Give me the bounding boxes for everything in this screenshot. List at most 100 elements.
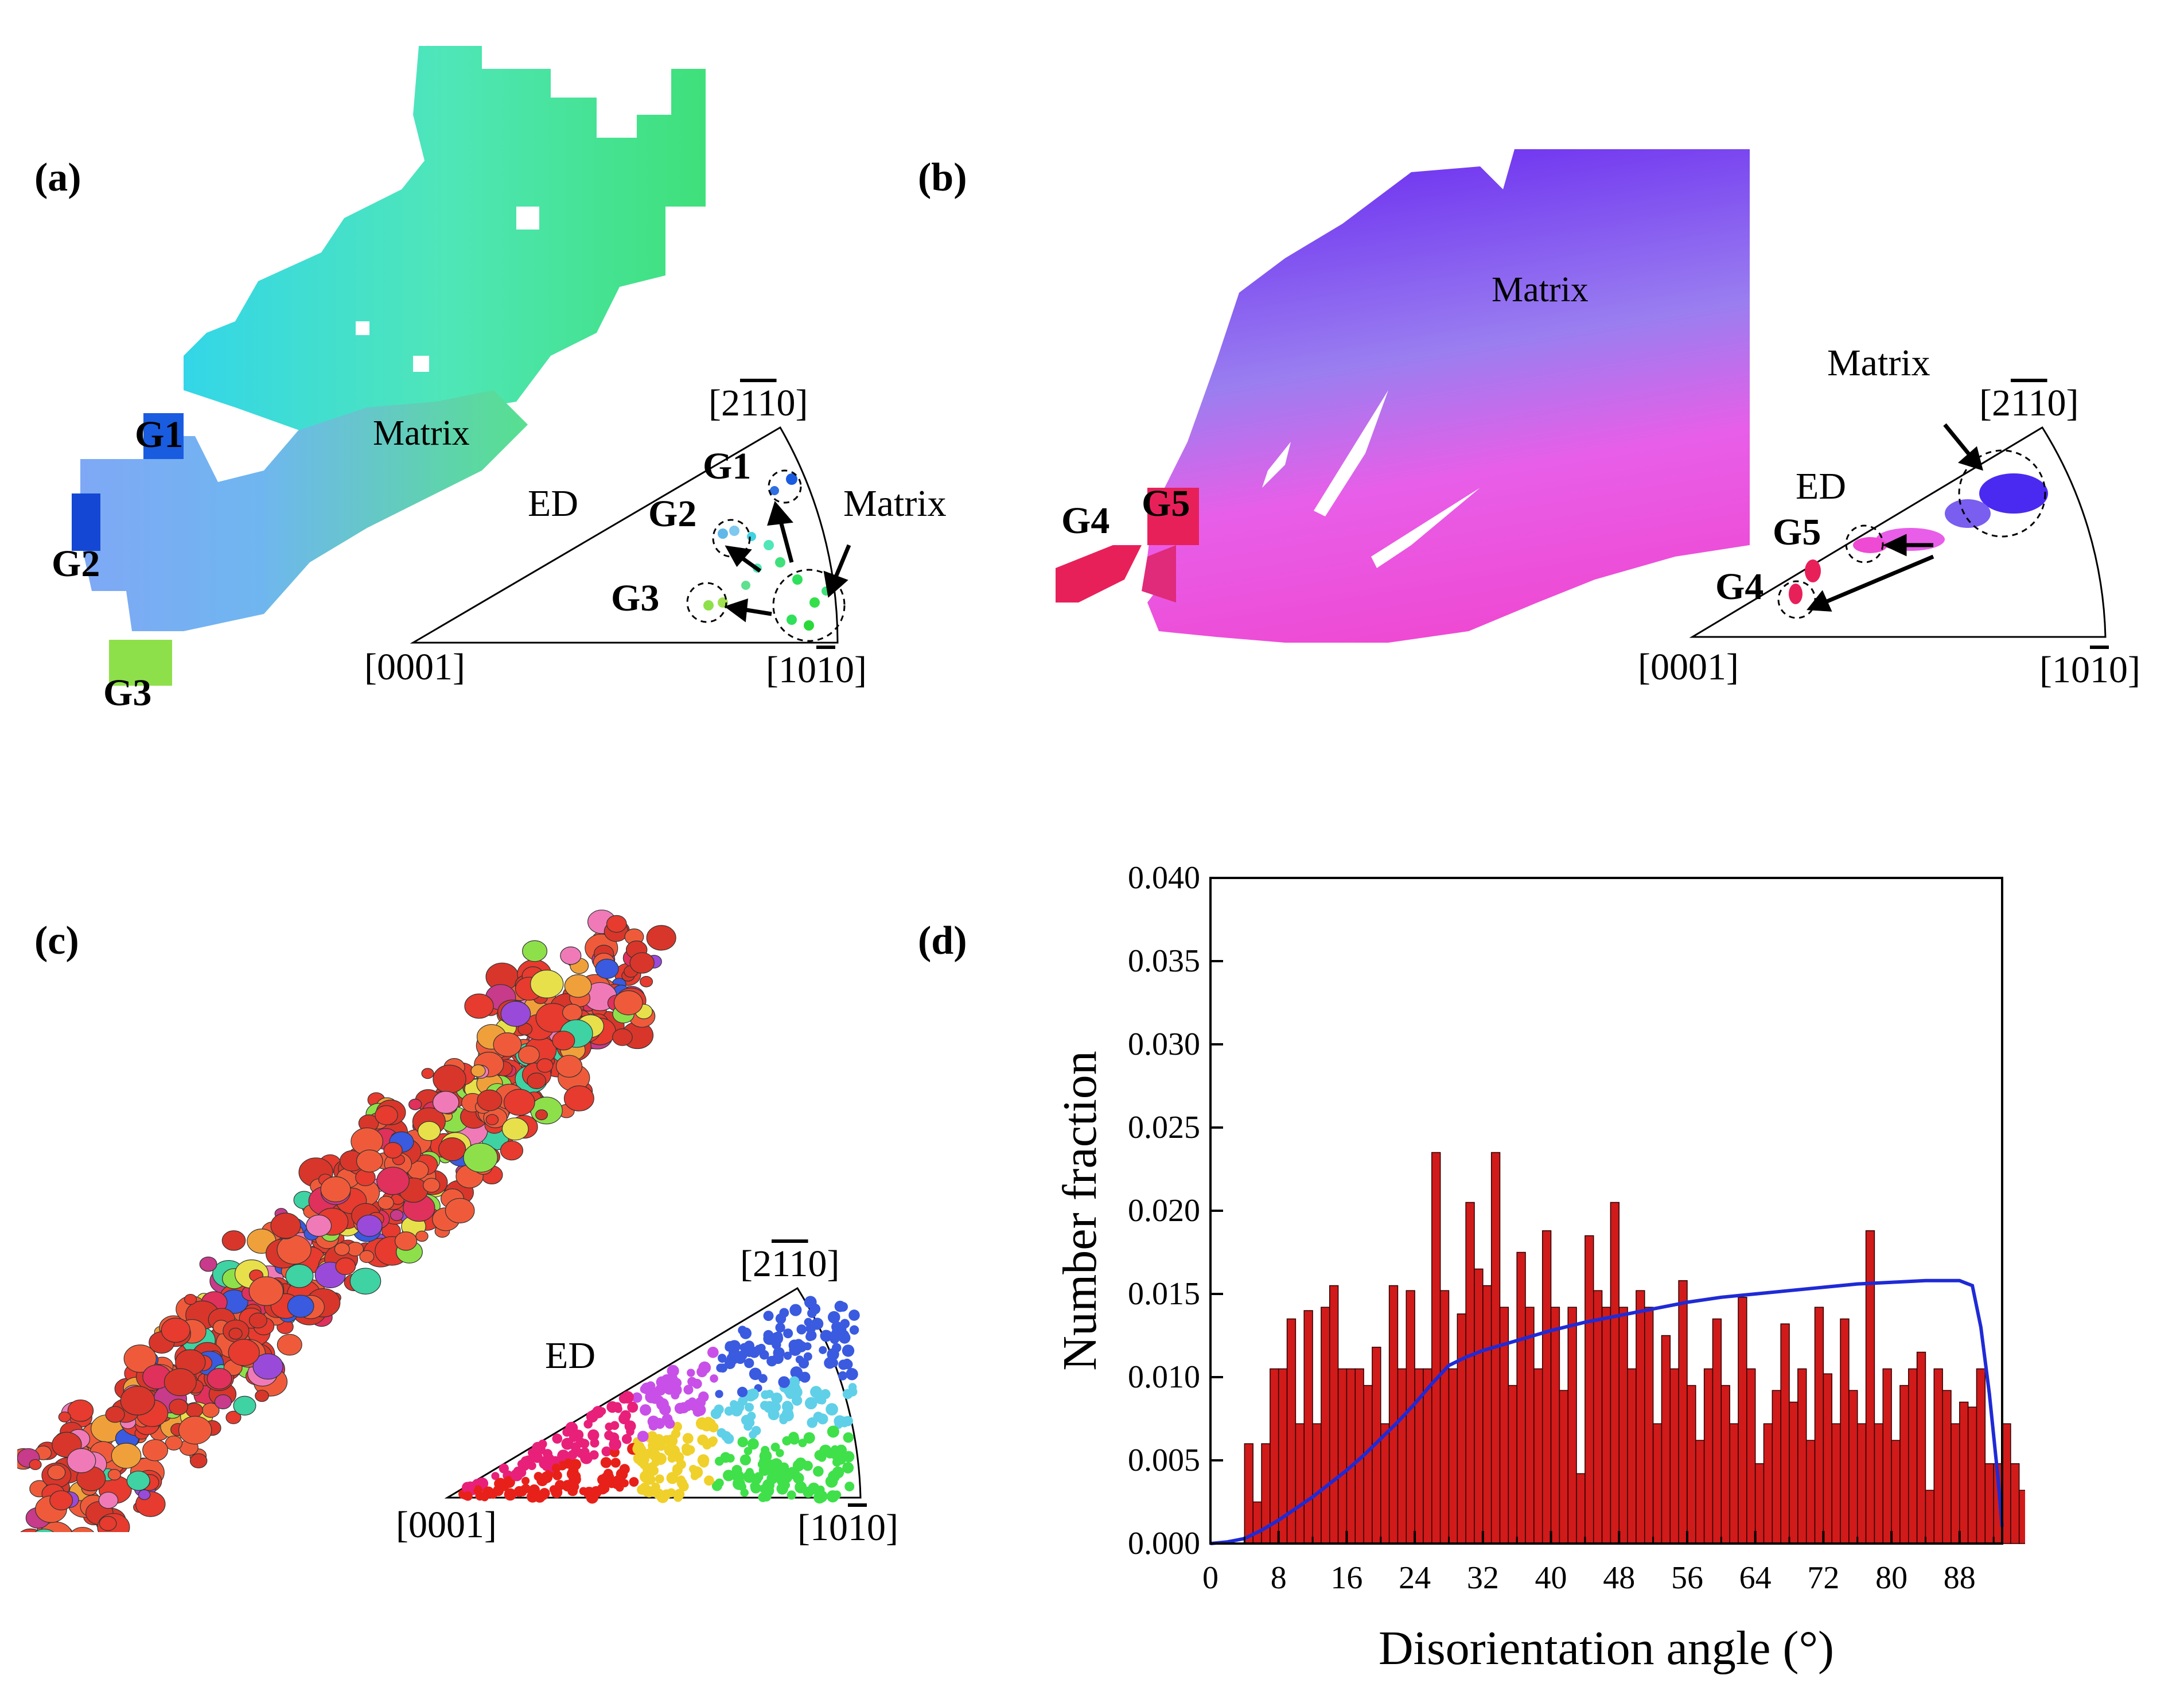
- ipf-pole-2110-a: [2110]: [708, 382, 808, 424]
- histogram-bar: [1337, 1368, 1348, 1544]
- small-grain: [47, 1464, 66, 1480]
- histogram-bar: [1303, 1310, 1313, 1544]
- ipf-point: [815, 1490, 828, 1503]
- ipf-point: [787, 1490, 796, 1500]
- histogram-bar: [1363, 1385, 1373, 1544]
- small-grain: [71, 1526, 95, 1532]
- histogram-bar: [1295, 1423, 1305, 1544]
- histogram-bar: [1516, 1251, 1526, 1544]
- panel-label-d: (d): [918, 919, 967, 963]
- ipf-point: [832, 1343, 842, 1353]
- small-grain: [613, 990, 643, 1016]
- x-tick-label: 32: [1467, 1560, 1499, 1596]
- ipf-point: [795, 1355, 804, 1364]
- small-grain: [470, 1064, 486, 1078]
- ipf-point: [521, 1476, 530, 1485]
- small-grain: [555, 1055, 583, 1078]
- ipf-point: [743, 1340, 755, 1351]
- ipf-triangle-a: [410, 426, 851, 644]
- ipf-point: [600, 1457, 612, 1468]
- grain-g1: [143, 413, 184, 459]
- ipf-point: [674, 1452, 684, 1463]
- histogram-bar: [1559, 1390, 1568, 1544]
- small-grain: [335, 1257, 356, 1276]
- ipf-point: [846, 1368, 858, 1381]
- ipf-point: [749, 1431, 757, 1439]
- ipf-pole-2110-c: [2110]: [740, 1243, 840, 1285]
- small-grain: [105, 1406, 125, 1423]
- ipf-point: [770, 1401, 781, 1413]
- ipf-point: [842, 1461, 854, 1474]
- ipf-point: [637, 1484, 647, 1495]
- ipf-point: [649, 1440, 660, 1451]
- small-grain: [277, 1235, 312, 1265]
- histogram-bar: [1865, 1230, 1875, 1544]
- ipf-point: [791, 1395, 803, 1406]
- small-grain: [252, 1353, 283, 1380]
- histogram-bar: [1669, 1368, 1679, 1544]
- ipf-point: [827, 1311, 840, 1324]
- histogram-bar: [1687, 1385, 1696, 1544]
- small-grain: [485, 1114, 499, 1125]
- histogram-bar: [1567, 1307, 1577, 1544]
- ipf-point: [605, 1472, 614, 1482]
- ipf-point: [589, 1450, 599, 1460]
- ipf-point: [636, 1457, 646, 1467]
- ipf-point: [694, 1404, 706, 1416]
- ipf-point: [614, 1405, 622, 1413]
- small-grain: [530, 1097, 563, 1125]
- small-grain: [464, 993, 494, 1019]
- ipf-point: [697, 1434, 708, 1446]
- ipf-point: [661, 1435, 672, 1445]
- histogram-bar: [1933, 1368, 1943, 1544]
- ipf-point: [567, 1449, 578, 1460]
- small-grain: [646, 925, 676, 951]
- ipf-point: [480, 1492, 489, 1502]
- x-tick-label: 24: [1399, 1560, 1431, 1596]
- ipf-point: [579, 1487, 587, 1495]
- ipf-point: [491, 1472, 500, 1480]
- histogram-bar: [1533, 1368, 1543, 1544]
- ipf-point: [683, 1385, 694, 1395]
- ipf-point: [740, 1488, 749, 1497]
- ipf-point: [844, 1482, 855, 1492]
- histogram-bar: [1720, 1385, 1730, 1544]
- ipf-point: [552, 1433, 563, 1444]
- ipf-point: [813, 1466, 824, 1477]
- ipf-point: [726, 1453, 735, 1463]
- ipf-point: [783, 1328, 793, 1339]
- histogram-bar: [1772, 1390, 1781, 1544]
- small-grain: [564, 974, 592, 998]
- small-grain: [142, 1439, 169, 1461]
- ipf-point: [745, 1402, 754, 1412]
- histogram-bar: [1661, 1335, 1671, 1544]
- y-tick-label: 0.000: [1128, 1526, 1200, 1561]
- ipf-point: [576, 1448, 586, 1459]
- ipf-point: [731, 1405, 743, 1417]
- ipf-label-ed-a: ED: [528, 483, 578, 524]
- ipf-point: [687, 1369, 695, 1377]
- ipf-point: [843, 1432, 854, 1443]
- ipf-point: [825, 1475, 838, 1488]
- y-tick-label: 0.005: [1128, 1443, 1200, 1478]
- small-grain: [58, 1411, 71, 1422]
- histogram-bar: [1576, 1473, 1586, 1544]
- ipf-point: [629, 1477, 639, 1487]
- ipf-point: [803, 1432, 815, 1444]
- ipf-point: [618, 1413, 630, 1425]
- histogram-bar: [1856, 1423, 1867, 1544]
- ipf-pole-2110-b: [2110]: [1979, 382, 2079, 424]
- small-grain: [408, 1098, 422, 1110]
- histogram-bar: [1840, 1318, 1850, 1544]
- ipf-point: [682, 1445, 693, 1456]
- panel-label-a: (a): [34, 156, 81, 200]
- small-grain: [527, 1072, 547, 1090]
- matrix-region-lower: [80, 390, 528, 631]
- matrix-region-upper: [184, 46, 706, 448]
- ipf-point: [496, 1481, 505, 1490]
- ipf-point: [619, 1464, 630, 1475]
- matrix-region-b: [1147, 149, 1750, 643]
- matrix-label-b: Matrix: [1492, 270, 1589, 309]
- ipf-point: [762, 1479, 775, 1491]
- ipf-point: [721, 1431, 731, 1441]
